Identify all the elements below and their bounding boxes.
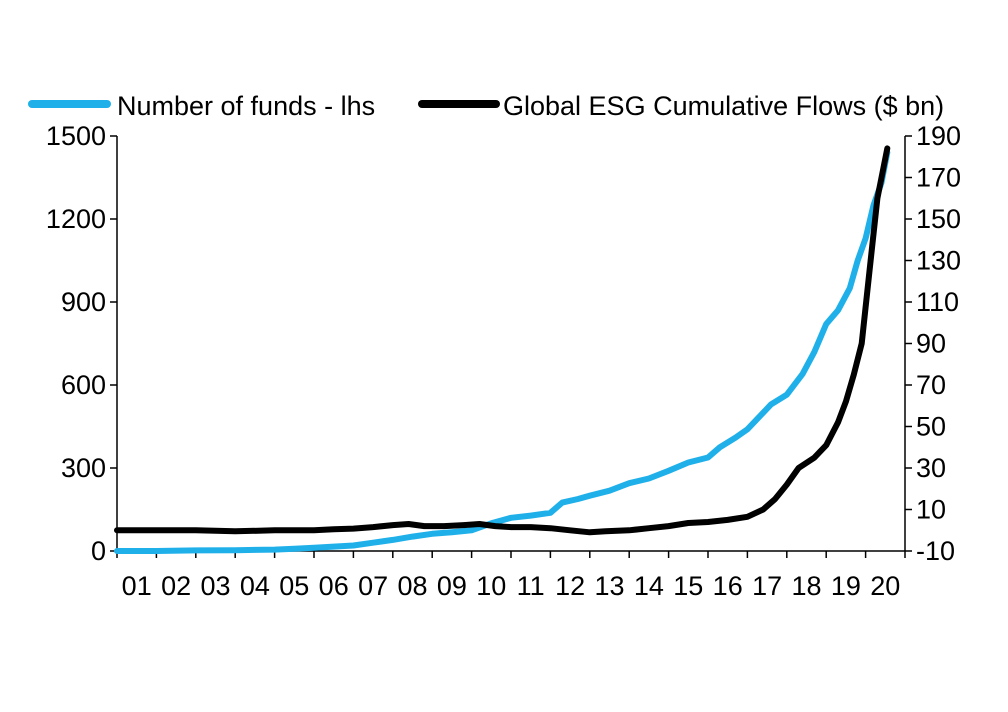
x-tick-label: 20 <box>870 571 900 601</box>
x-tick-label: 08 <box>397 571 427 601</box>
y-right-tick-label: -10 <box>916 536 955 566</box>
y-left-tick-label: 300 <box>61 453 106 483</box>
x-tick-label: 17 <box>752 571 782 601</box>
x-tick-label: 19 <box>831 571 861 601</box>
y-right-tick-label: 150 <box>916 204 961 234</box>
y-left-tick-label: 1500 <box>46 121 106 151</box>
y-right-tick-label: 30 <box>916 453 946 483</box>
axes: 030060090012001500-101030507090110130150… <box>46 121 961 601</box>
y-right-tick-label: 170 <box>916 163 961 193</box>
series-layer <box>114 145 891 554</box>
x-tick-label: 14 <box>634 571 664 601</box>
x-tick-label: 07 <box>358 571 388 601</box>
x-tick-label: 11 <box>517 571 545 601</box>
x-tick-label: 18 <box>791 571 821 601</box>
y-left-tick-label: 600 <box>61 370 106 400</box>
y-right-tick-label: 110 <box>916 287 959 317</box>
legend-label-flows: Global ESG Cumulative Flows ($ bn) <box>503 91 944 121</box>
y-right-tick-label: 70 <box>916 370 946 400</box>
x-tick-label: 12 <box>555 571 585 601</box>
y-right-tick-label: 50 <box>916 412 946 442</box>
y-left-tick-label: 1200 <box>46 204 106 234</box>
x-tick-label: 09 <box>437 571 467 601</box>
y-right-tick-label: 190 <box>916 121 961 151</box>
x-tick-label: 13 <box>594 571 624 601</box>
x-tick-label: 10 <box>476 571 506 601</box>
x-tick-label: 06 <box>319 571 349 601</box>
y-right-tick-label: 10 <box>916 495 946 525</box>
x-tick-label: 05 <box>279 571 309 601</box>
legend: Number of funds - lhs Global ESG Cumulat… <box>28 91 944 121</box>
y-left-tick-label: 0 <box>91 536 106 566</box>
series-line-number-of-funds <box>114 149 891 554</box>
x-tick-label: 15 <box>673 571 703 601</box>
y-left-tick-label: 900 <box>61 287 106 317</box>
x-tick-label: 04 <box>240 571 270 601</box>
x-tick-label: 02 <box>161 571 191 601</box>
y-right-tick-label: 90 <box>916 329 946 359</box>
x-tick-label: 03 <box>200 571 230 601</box>
series-line-esg-flows <box>114 145 891 536</box>
x-tick-label: 16 <box>713 571 743 601</box>
y-right-tick-label: 130 <box>916 246 961 276</box>
x-tick-label: 01 <box>122 571 152 601</box>
legend-label-funds: Number of funds - lhs <box>117 91 375 121</box>
